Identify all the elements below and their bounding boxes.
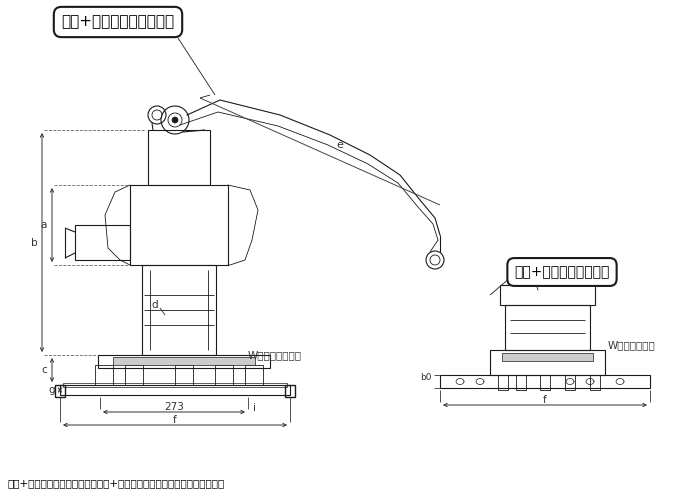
Bar xyxy=(95,365,113,385)
Text: 273: 273 xyxy=(164,402,184,412)
Text: W：鉄ベースの幅: W：鉄ベースの幅 xyxy=(248,350,302,360)
Text: 高台+木台板付きタイプ: 高台+木台板付きタイプ xyxy=(514,265,610,279)
Text: c: c xyxy=(41,365,47,375)
Bar xyxy=(502,353,593,361)
Bar xyxy=(285,385,295,397)
Text: e: e xyxy=(337,140,344,150)
Bar xyxy=(500,285,595,305)
Bar xyxy=(498,375,508,390)
Text: f: f xyxy=(543,395,547,405)
Text: 高台+鉄ベース付きタイプ: 高台+鉄ベース付きタイプ xyxy=(62,14,174,30)
Bar xyxy=(130,185,228,265)
Bar xyxy=(516,375,526,390)
Bar xyxy=(175,365,193,385)
Bar xyxy=(125,365,143,385)
Text: a: a xyxy=(41,220,47,230)
Text: i: i xyxy=(253,403,256,413)
Circle shape xyxy=(172,117,178,123)
Bar xyxy=(142,265,216,355)
Bar xyxy=(75,225,130,260)
Text: g: g xyxy=(49,385,55,395)
Text: W：木台板の幅: W：木台板の幅 xyxy=(608,340,656,350)
Bar xyxy=(490,350,605,375)
Bar xyxy=(440,375,650,388)
Bar xyxy=(98,355,270,368)
Bar xyxy=(245,365,263,385)
Bar xyxy=(505,305,590,350)
Bar xyxy=(590,375,600,390)
Bar xyxy=(60,385,290,395)
Bar xyxy=(63,383,287,387)
Bar xyxy=(565,375,575,390)
Bar xyxy=(113,357,255,365)
Bar xyxy=(540,375,550,390)
Bar xyxy=(215,365,233,385)
Text: f: f xyxy=(173,415,177,425)
Text: d: d xyxy=(152,300,158,310)
Text: 高台+鉄ベース付きタイプ及び高台+木台付きタイプは、掘り井戸用です。: 高台+鉄ベース付きタイプ及び高台+木台付きタイプは、掘り井戸用です。 xyxy=(8,478,225,488)
Bar xyxy=(148,130,210,185)
Bar xyxy=(55,385,65,397)
Text: b0: b0 xyxy=(421,374,432,382)
Text: b: b xyxy=(31,238,37,248)
